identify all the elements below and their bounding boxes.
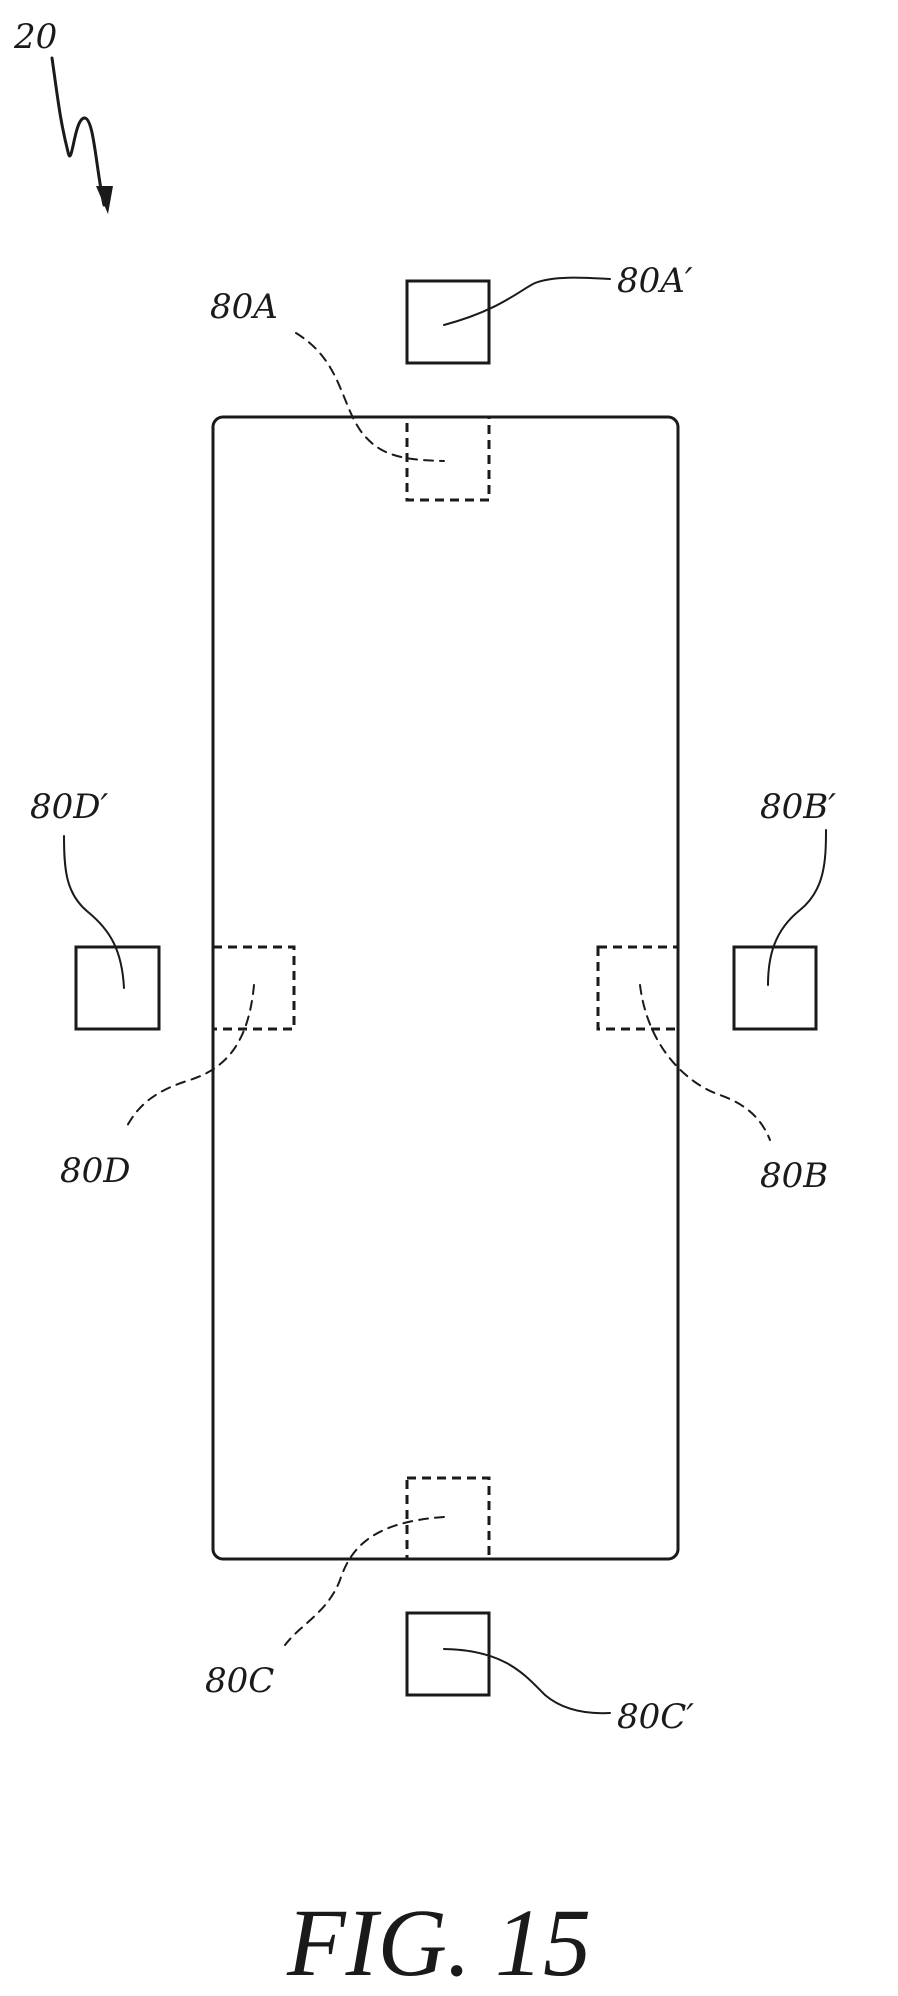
label-80d: 80D (60, 1151, 131, 1191)
leader-80a-prime (444, 278, 610, 325)
leader-80d-prime (64, 836, 124, 988)
label-80c: 80C (205, 1661, 274, 1701)
label-80b-prime: 80B′ (760, 787, 836, 827)
sensor-80b-prime (734, 947, 816, 1029)
sensor-80c-dashed (407, 1478, 489, 1559)
ref-arrow-20 (52, 58, 104, 205)
sensor-80b-dashed (598, 947, 678, 1029)
sensor-80a-prime (407, 281, 489, 363)
sensor-80a-dashed (407, 417, 489, 500)
figure-caption: FIG. 15 (286, 1889, 591, 1996)
ref-label-20: 20 (13, 17, 57, 57)
label-80d-prime: 80D′ (30, 787, 109, 827)
label-80c-prime: 80C′ (617, 1697, 694, 1737)
leader-80c-prime (444, 1649, 610, 1713)
label-80a: 80A (210, 287, 278, 327)
sensor-80c-prime (407, 1613, 489, 1695)
label-80b: 80B (760, 1156, 828, 1196)
sensor-80d-prime (76, 947, 159, 1029)
arrow-head-icon (96, 186, 113, 214)
label-80a-prime: 80A′ (617, 261, 693, 301)
